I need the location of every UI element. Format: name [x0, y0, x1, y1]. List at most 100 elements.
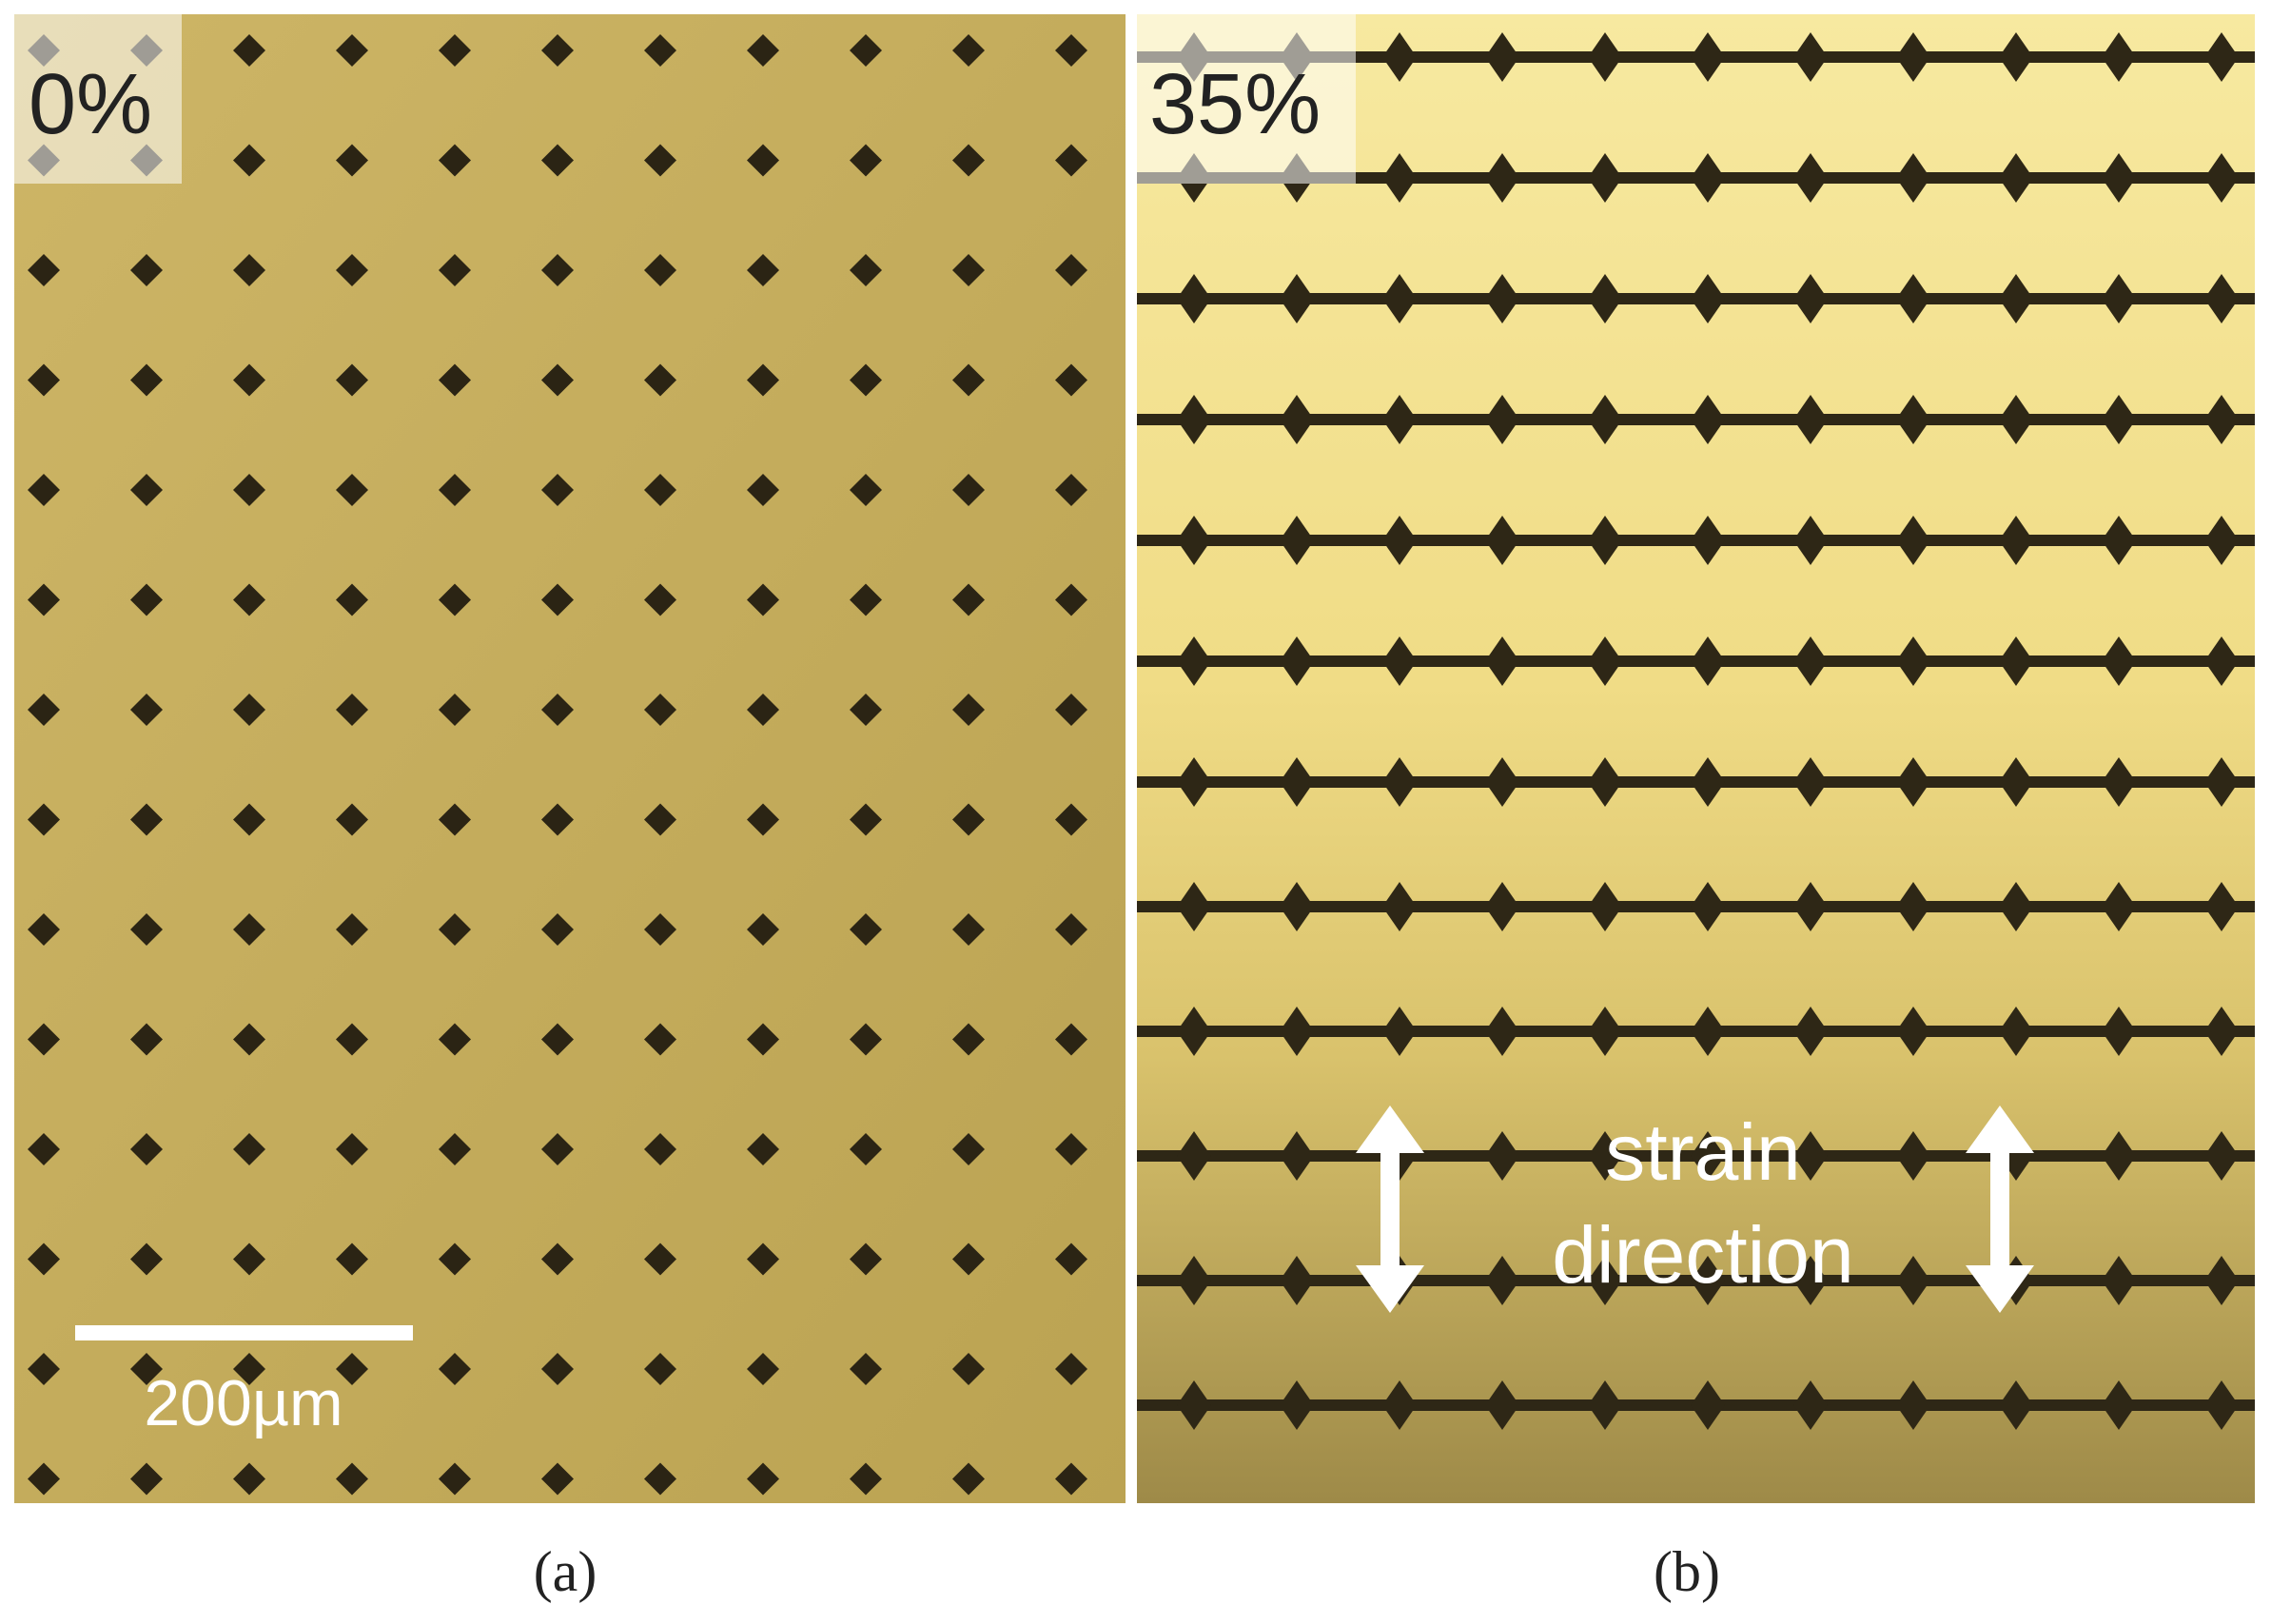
hole [130, 254, 163, 286]
hole [439, 1023, 471, 1056]
hole [644, 474, 676, 506]
hole [644, 254, 676, 286]
hole [1485, 882, 1519, 931]
hole [1793, 516, 1828, 565]
hole [1055, 1023, 1087, 1056]
hole [541, 474, 574, 506]
hole [28, 1023, 60, 1056]
hole [1793, 153, 1828, 203]
hole [1588, 32, 1622, 82]
hole [1485, 1256, 1519, 1305]
hole [1999, 1380, 2033, 1430]
hole [541, 254, 574, 286]
hole [28, 913, 60, 946]
hole [439, 1133, 471, 1165]
hole [1485, 636, 1519, 686]
hole [644, 1242, 676, 1276]
hole [2102, 1505, 2136, 1555]
hole [1691, 1256, 1725, 1305]
hole [28, 1133, 60, 1165]
hole [1999, 1007, 2033, 1056]
hole [130, 1462, 163, 1496]
hole [2204, 1007, 2239, 1056]
hole [1177, 757, 1211, 807]
hole [336, 913, 368, 946]
arrow [1356, 1105, 1424, 1313]
hole [952, 583, 985, 616]
hole [2102, 153, 2136, 203]
hole [1896, 153, 1930, 203]
hole [130, 913, 163, 946]
hole [1055, 363, 1087, 397]
hole [233, 694, 265, 726]
hole [644, 1133, 676, 1165]
hole [1382, 1007, 1417, 1056]
hole [1055, 1462, 1087, 1496]
hole [1055, 1133, 1087, 1165]
hole [1177, 1380, 1211, 1430]
hole [1177, 1007, 1211, 1056]
hole [1485, 757, 1519, 807]
hole [952, 1353, 985, 1385]
hole [2102, 636, 2136, 686]
hole [1055, 694, 1087, 726]
hole [1177, 516, 1211, 565]
hole [439, 583, 471, 616]
hole [1485, 516, 1519, 565]
hole [2204, 395, 2239, 444]
hole [1055, 144, 1087, 177]
hole [1382, 1505, 1417, 1555]
micrograph-a [14, 14, 1126, 1503]
hole [439, 1242, 471, 1276]
hole [747, 1242, 779, 1276]
hole [1382, 274, 1417, 323]
hole [1793, 395, 1828, 444]
hole [644, 363, 676, 397]
hole [850, 694, 882, 726]
hole [747, 583, 779, 616]
hole [336, 583, 368, 616]
hole [130, 694, 163, 726]
hole [439, 1462, 471, 1496]
hole [952, 1242, 985, 1276]
hole [1896, 1380, 1930, 1430]
hole [439, 803, 471, 836]
stretched-line [1137, 1524, 2255, 1536]
hole [1588, 153, 1622, 203]
hole [747, 913, 779, 946]
hole [1896, 274, 1930, 323]
hole [1793, 1256, 1828, 1305]
hole [233, 34, 265, 67]
hole [336, 254, 368, 286]
strain-label: 0% [29, 57, 152, 152]
hole [2102, 757, 2136, 807]
hole [1055, 913, 1087, 946]
hole [1485, 1505, 1519, 1555]
hole [28, 803, 60, 836]
hole [336, 34, 368, 67]
hole [1896, 516, 1930, 565]
hole [336, 694, 368, 726]
hole [2204, 1131, 2239, 1181]
hole [541, 144, 574, 177]
hole [541, 1353, 574, 1385]
hole [233, 363, 265, 397]
hole [952, 1023, 985, 1056]
hole [541, 694, 574, 726]
hole [850, 1353, 882, 1385]
hole [336, 1133, 368, 1165]
hole [952, 694, 985, 726]
hole [336, 144, 368, 177]
hole [233, 254, 265, 286]
hole [541, 1462, 574, 1496]
hole [2204, 32, 2239, 82]
annotation: direction [1552, 1210, 1854, 1300]
hole [130, 583, 163, 616]
hole [1485, 1007, 1519, 1056]
hole [850, 144, 882, 177]
hole [2204, 882, 2239, 931]
hole [952, 474, 985, 506]
hole [439, 694, 471, 726]
hole [1280, 274, 1314, 323]
